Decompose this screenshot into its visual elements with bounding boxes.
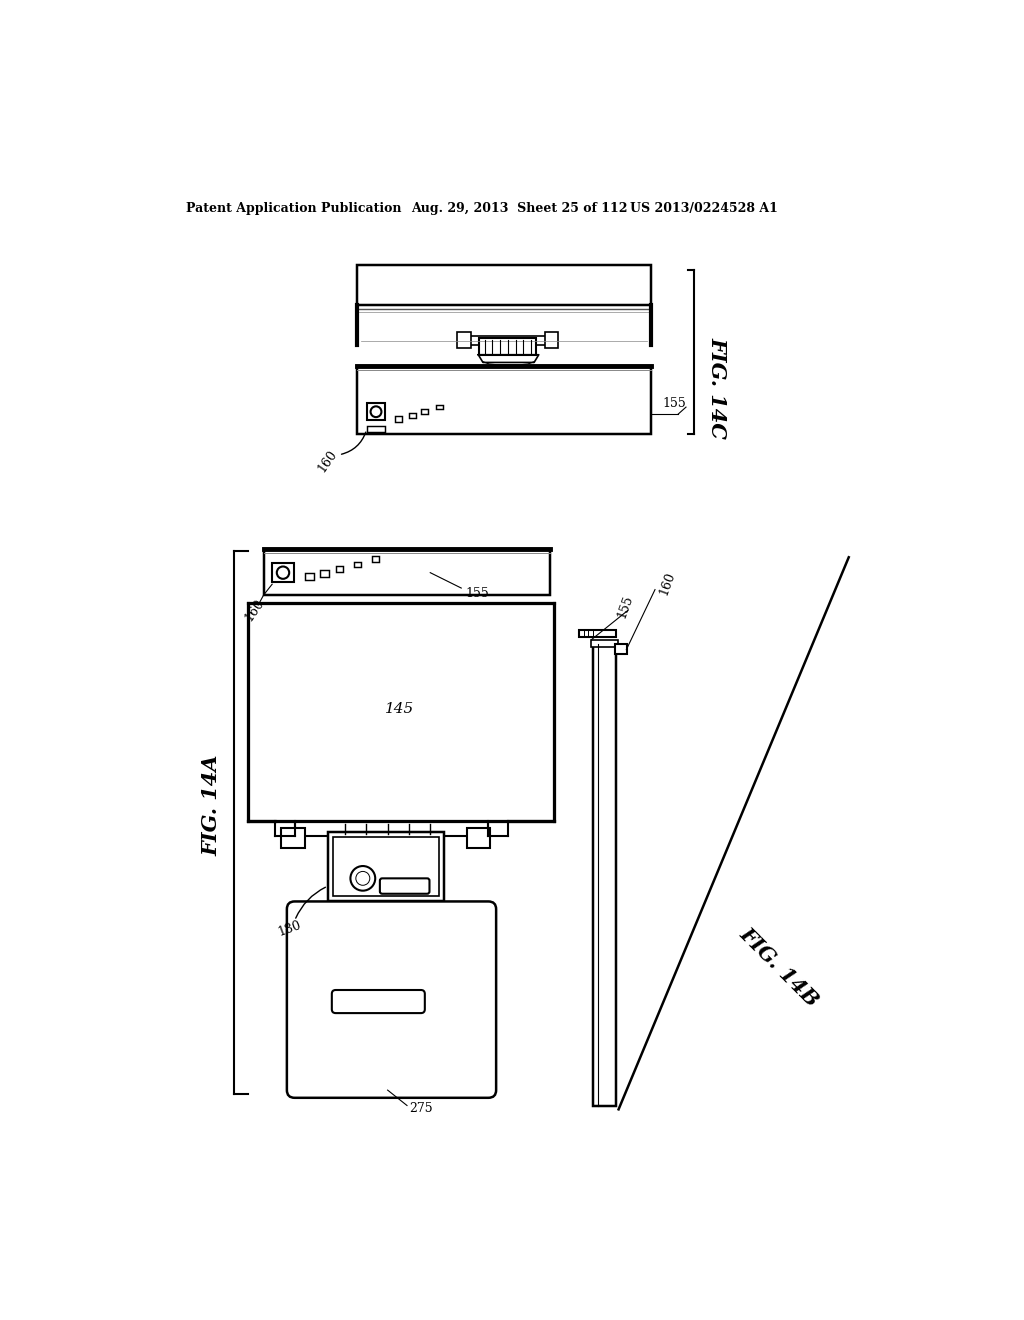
Bar [592,640,617,647]
Bar [421,409,428,414]
Bar [356,367,651,434]
Bar [334,837,438,896]
Text: 155: 155 [615,593,636,620]
Text: FIG. 14B: FIG. 14B [735,924,822,1010]
Bar [305,573,314,581]
Bar [372,557,379,562]
Text: 275: 275 [410,1102,433,1115]
Circle shape [356,871,370,886]
Bar [469,335,547,345]
Bar [353,562,360,568]
Bar [614,644,627,653]
Bar [545,333,558,348]
Text: Patent Application Publication: Patent Application Publication [186,202,401,215]
Text: 160: 160 [657,570,678,597]
Text: FIG. 14C: FIG. 14C [707,337,727,438]
Circle shape [276,566,289,578]
Text: 145: 145 [385,702,414,715]
Bar [328,832,444,902]
Bar [479,338,537,355]
Bar [367,404,385,420]
Bar [593,644,616,1106]
Bar [282,829,305,847]
Bar [394,416,402,422]
FancyBboxPatch shape [380,878,429,894]
Text: 180: 180 [275,919,303,939]
Bar [367,425,385,432]
Bar [263,549,550,595]
Bar [336,566,343,572]
Text: 160: 160 [242,597,266,624]
Text: US 2013/0224528 A1: US 2013/0224528 A1 [630,202,778,215]
Bar [409,413,416,418]
FancyBboxPatch shape [332,990,425,1014]
Bar [356,264,651,305]
Bar [458,333,471,348]
Text: 155: 155 [663,397,686,409]
Text: FIG. 14A: FIG. 14A [202,755,222,855]
FancyBboxPatch shape [287,902,496,1098]
Text: Aug. 29, 2013  Sheet 25 of 112: Aug. 29, 2013 Sheet 25 of 112 [411,202,628,215]
Circle shape [350,866,375,891]
Bar [248,603,554,821]
Bar [436,405,442,409]
Bar [467,829,489,847]
Text: 155: 155 [465,587,488,601]
Circle shape [371,407,381,417]
Bar [321,570,329,577]
Text: 160: 160 [315,447,340,475]
Bar [295,822,488,836]
Bar [272,564,294,582]
Bar [579,630,616,638]
